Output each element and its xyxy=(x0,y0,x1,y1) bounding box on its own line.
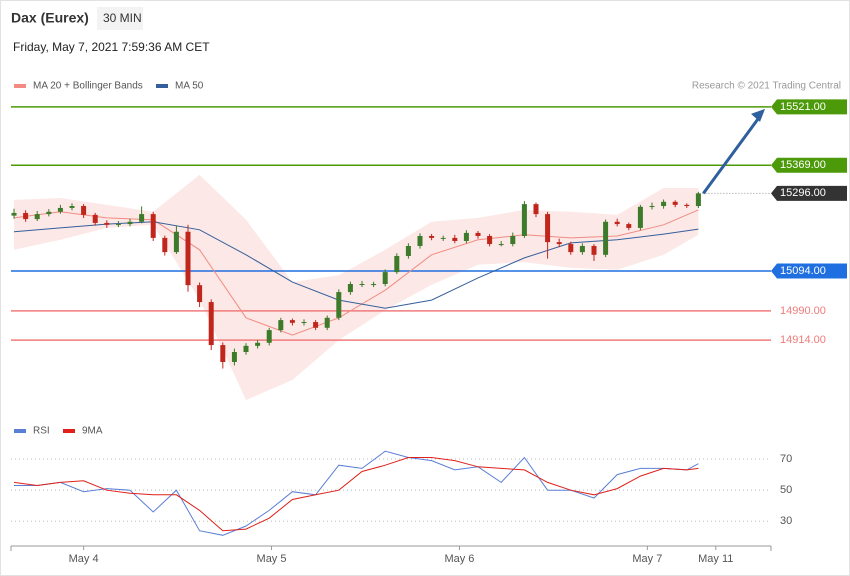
candle-body xyxy=(429,235,435,238)
candle-body xyxy=(498,244,504,246)
level-box xyxy=(771,185,847,201)
level-box xyxy=(771,157,847,173)
candle-body xyxy=(684,204,690,207)
candle-body xyxy=(359,284,365,286)
candle-body xyxy=(440,237,446,239)
candle-body xyxy=(208,302,214,346)
legend-label: MA 20 + Bollinger Bands xyxy=(33,81,143,92)
rsi-line xyxy=(13,457,699,532)
candle-body xyxy=(579,245,585,253)
candle-body xyxy=(347,284,353,293)
level-label: 14990.00 xyxy=(780,305,826,317)
candle-body xyxy=(255,342,261,346)
x-tick-label: May 11 xyxy=(698,553,733,565)
candle-body xyxy=(487,235,493,245)
candle-body xyxy=(266,330,272,343)
legend-swatch xyxy=(14,429,26,433)
candle-body xyxy=(510,235,516,245)
interval: 30 MIN xyxy=(103,11,142,25)
forecast-arrow xyxy=(702,114,763,195)
candle-body xyxy=(614,221,620,225)
candle-body xyxy=(104,222,110,225)
x-tick-label: May 7 xyxy=(632,553,662,565)
candle-body xyxy=(243,345,249,352)
x-tick-label: May 5 xyxy=(257,553,287,565)
candle-body xyxy=(417,235,423,246)
legend-swatch xyxy=(156,84,168,88)
level-label: 15094.00 xyxy=(780,265,826,277)
candle-body xyxy=(545,214,551,243)
candle-body xyxy=(185,231,191,286)
candle-body xyxy=(556,242,562,245)
legend-swatch xyxy=(63,429,75,433)
y-tick-label: 30 xyxy=(780,515,792,527)
candle-body xyxy=(278,320,284,331)
candle-body xyxy=(139,214,145,222)
candle-body xyxy=(463,232,469,241)
interval-box xyxy=(97,7,143,30)
candle-body xyxy=(591,245,597,255)
candle-body xyxy=(672,201,678,205)
title: Dax (Eurex) xyxy=(11,10,89,26)
legend-label: 9MA xyxy=(82,426,103,437)
legend-label: MA 50 xyxy=(175,81,204,92)
candle-body xyxy=(661,201,667,207)
candle-body xyxy=(289,320,295,323)
forecast-arrowhead xyxy=(751,108,765,122)
candle-body xyxy=(452,237,458,241)
candle-body xyxy=(521,204,527,236)
x-tick-label: May 4 xyxy=(69,553,99,565)
candle-body xyxy=(405,245,411,256)
candle-body xyxy=(197,285,203,303)
level-label: 15369.00 xyxy=(780,159,826,171)
level-box xyxy=(771,99,847,115)
candle-body xyxy=(150,214,156,238)
candle-body xyxy=(92,214,98,223)
candle-body xyxy=(220,345,226,362)
bollinger-band xyxy=(14,174,699,400)
candle-body xyxy=(695,193,701,207)
level-label: 15296.00 xyxy=(780,187,826,199)
x-tick-label: May 6 xyxy=(444,553,474,565)
candle-body xyxy=(162,237,168,253)
candle-body xyxy=(626,224,632,228)
candle-body xyxy=(568,244,574,253)
y-tick-label: 70 xyxy=(780,453,792,465)
candle-body xyxy=(69,206,75,208)
candle-body xyxy=(533,204,539,215)
level-label: 15521.00 xyxy=(780,101,826,113)
candle-body xyxy=(313,322,319,328)
candle-body xyxy=(127,221,133,225)
candle-body xyxy=(57,207,63,212)
candle-body xyxy=(475,232,481,236)
legend-swatch xyxy=(14,84,26,88)
credit: Research © 2021 Trading Central xyxy=(692,81,841,92)
timestamp: Friday, May 7, 2021 7:59:36 AM CET xyxy=(13,40,210,54)
candle-body xyxy=(46,211,52,215)
candle-body xyxy=(382,272,388,285)
rsi-line xyxy=(14,450,699,536)
candle-body xyxy=(34,214,40,220)
candle-body xyxy=(23,212,29,220)
candle-body xyxy=(603,221,609,255)
legend-label: RSI xyxy=(33,426,50,437)
y-tick-label: 50 xyxy=(780,484,792,496)
candle-body xyxy=(371,284,377,286)
candle-body xyxy=(115,224,121,226)
level-box xyxy=(771,263,847,279)
candle-body xyxy=(324,317,330,328)
candle-body xyxy=(173,231,179,253)
candle-body xyxy=(637,206,643,228)
candle-body xyxy=(301,322,307,324)
candle-body xyxy=(81,206,87,215)
candle-body xyxy=(231,351,237,362)
candle-body xyxy=(394,255,400,273)
candle-body xyxy=(336,292,342,318)
candle-body xyxy=(649,206,655,208)
level-label: 14914.00 xyxy=(780,334,826,346)
candle-body xyxy=(11,212,17,216)
